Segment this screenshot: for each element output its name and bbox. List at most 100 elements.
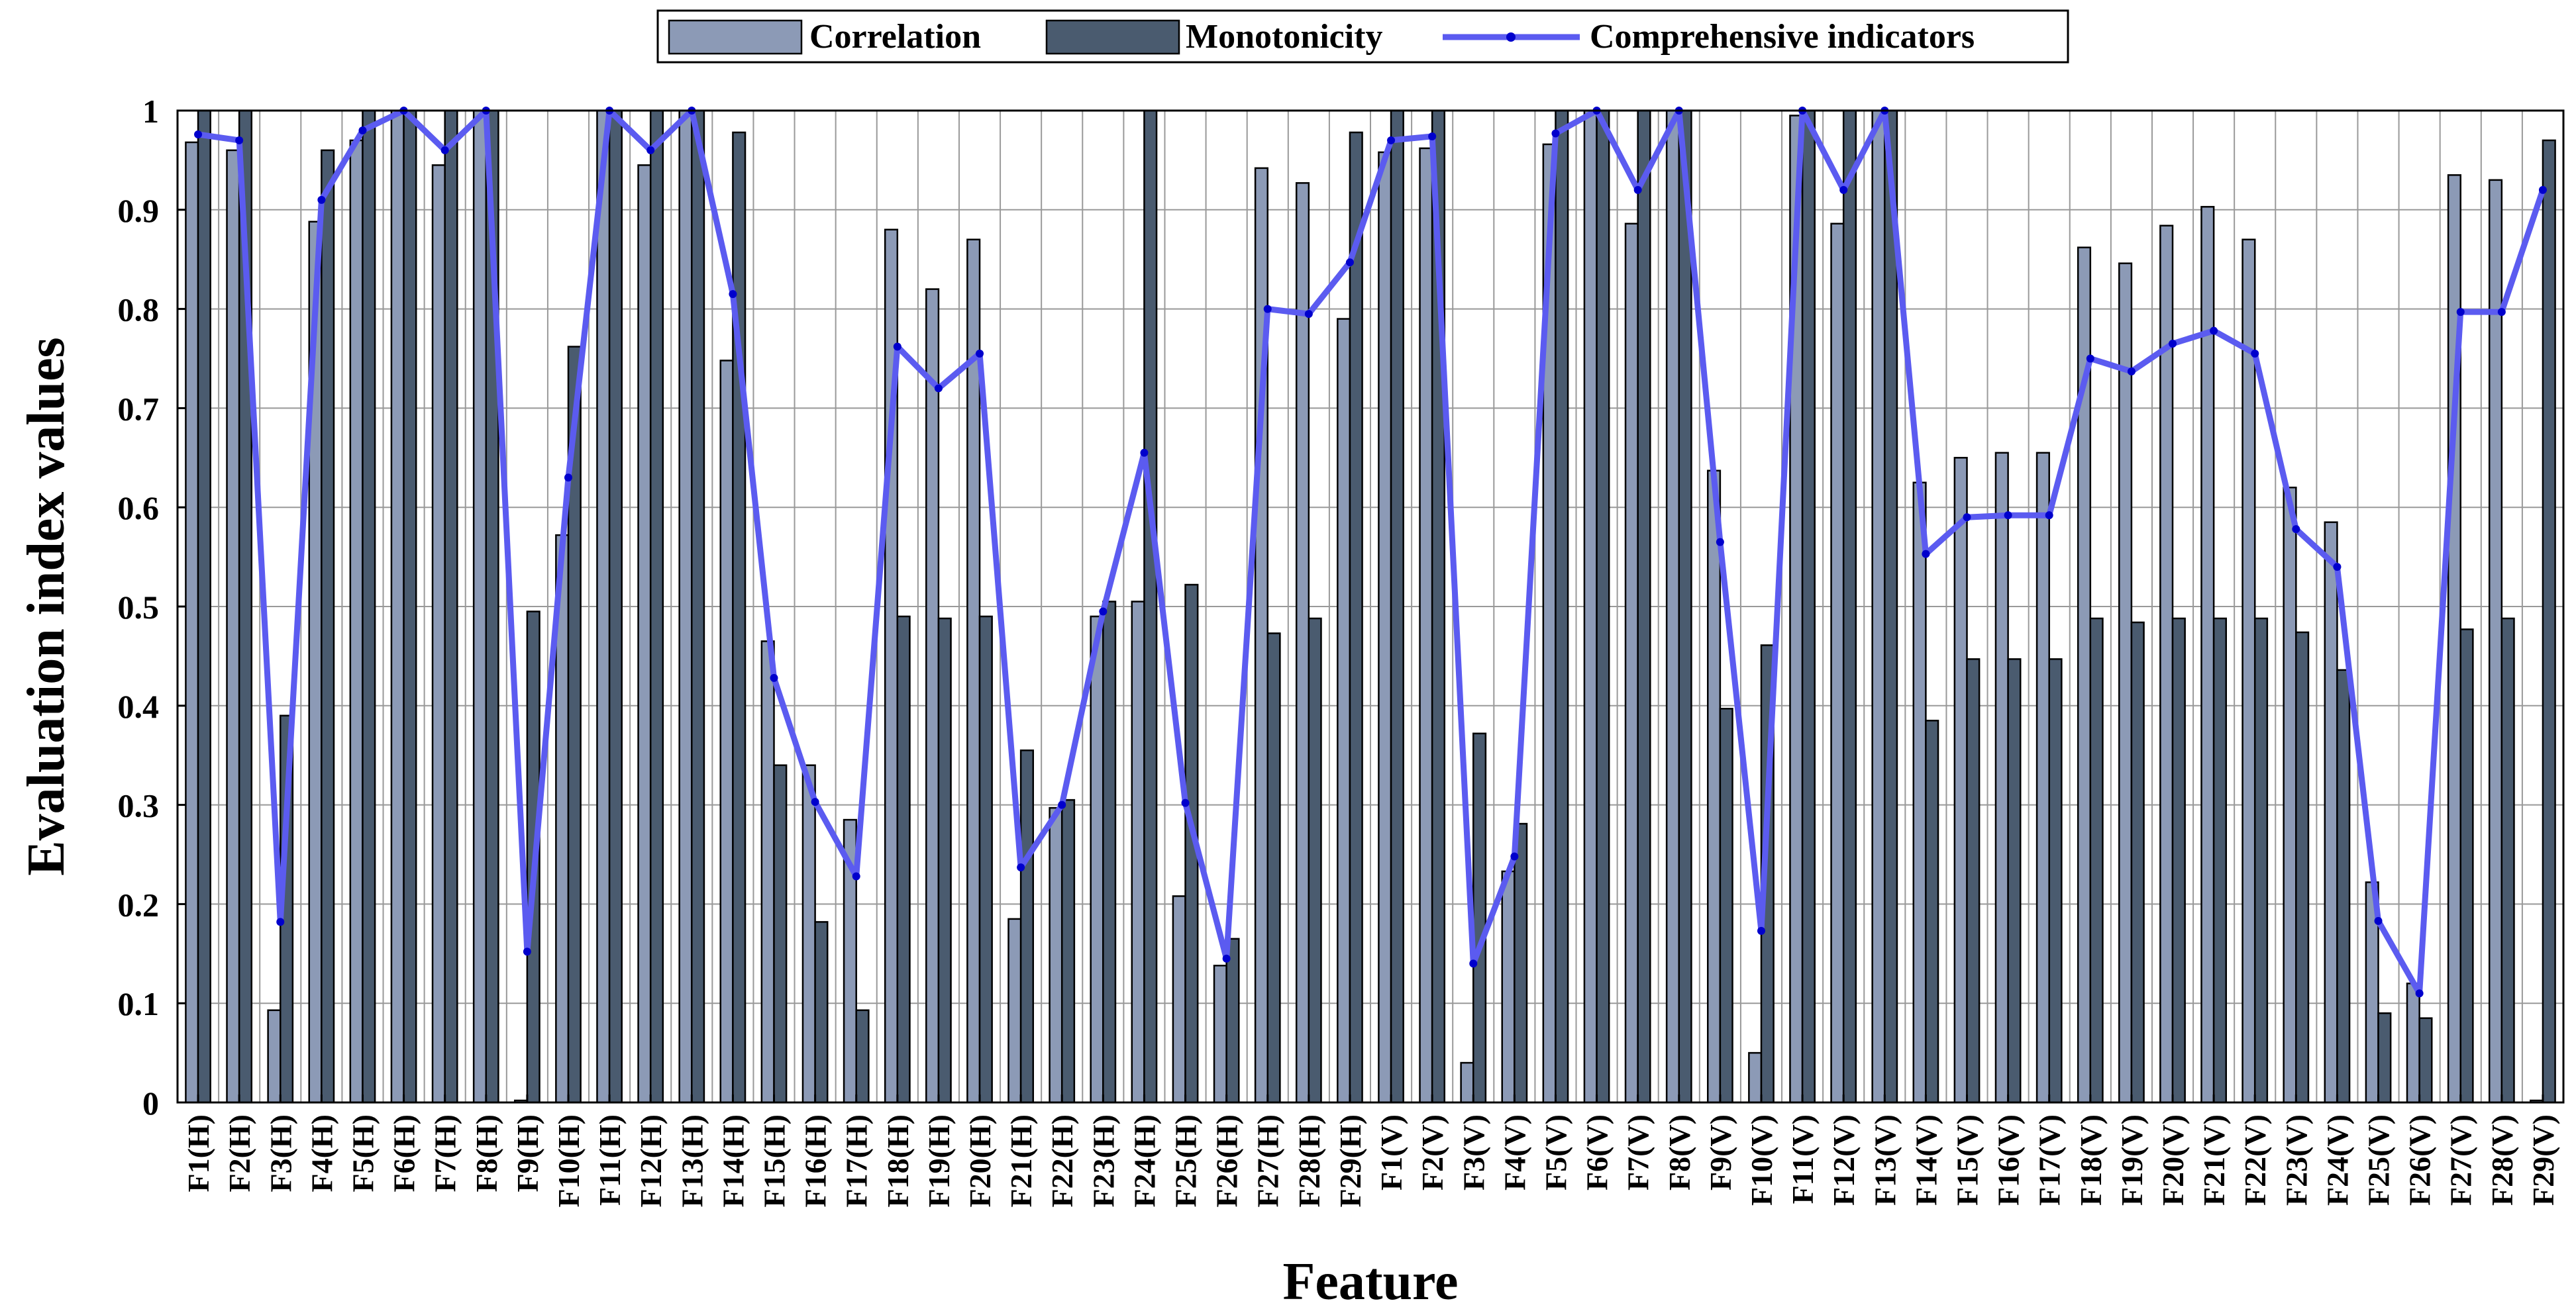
- legend: Correlation Monotonicity Comprehensive ind…: [656, 9, 2069, 64]
- x-tick-label: F26(V): [2403, 1114, 2437, 1206]
- x-tick-label: F10(H): [552, 1114, 586, 1208]
- comprehensive-point: [2456, 308, 2465, 317]
- bar-monotonicity: [1884, 109, 1898, 1104]
- bar-monotonicity: [1514, 822, 1528, 1104]
- x-tick-label: F11(H): [593, 1114, 627, 1206]
- bar-monotonicity: [2171, 617, 2186, 1104]
- x-tick-label: F3(H): [264, 1114, 297, 1193]
- comprehensive-point: [235, 136, 244, 144]
- x-tick-label: F28(V): [2485, 1114, 2519, 1206]
- legend-swatch-monotonicity: [1045, 19, 1180, 55]
- bar-monotonicity: [773, 764, 788, 1104]
- bar-correlation: [1748, 1051, 1763, 1104]
- bar-correlation: [1624, 222, 1639, 1104]
- bar-correlation: [1295, 182, 1310, 1104]
- x-tick-label: F8(V): [1663, 1114, 1696, 1191]
- bar-monotonicity: [2253, 617, 2269, 1104]
- comprehensive-point: [2497, 308, 2506, 317]
- bar-correlation: [390, 109, 405, 1104]
- bar-correlation: [1460, 1061, 1474, 1104]
- x-tick-label: F1(H): [181, 1114, 215, 1193]
- comprehensive-point: [317, 195, 326, 204]
- bar-monotonicity: [2295, 631, 2310, 1104]
- bar-monotonicity: [937, 617, 952, 1104]
- x-tick-label: F19(H): [922, 1114, 956, 1208]
- comprehensive-point: [276, 918, 285, 926]
- comprehensive-point: [1922, 550, 1930, 558]
- y-tick-label: 0.3: [118, 787, 160, 824]
- comprehensive-point: [2210, 326, 2218, 335]
- comprehensive-point: [358, 126, 367, 134]
- bar-correlation: [349, 139, 364, 1104]
- comprehensive-point: [1963, 513, 1971, 522]
- x-tick-label: F5(V): [1539, 1114, 1573, 1191]
- x-tick-label: F9(H): [511, 1114, 544, 1193]
- bar-monotonicity: [1349, 131, 1363, 1104]
- comprehensive-point: [2127, 367, 2136, 375]
- bar-correlation: [1830, 222, 1845, 1104]
- legend-label-correlation: Correlation: [809, 18, 981, 56]
- x-tick-label: F12(H): [634, 1114, 668, 1208]
- bar-monotonicity: [1966, 658, 1981, 1104]
- y-tick-label: 0.6: [118, 489, 160, 526]
- x-tick-label: F14(V): [1909, 1114, 1943, 1206]
- bar-correlation: [185, 141, 199, 1104]
- bar-monotonicity: [608, 109, 623, 1104]
- comprehensive-point: [1510, 852, 1519, 861]
- x-tick-label: F25(H): [1169, 1114, 1203, 1208]
- bar-correlation: [760, 640, 775, 1104]
- bar-correlation: [431, 164, 446, 1104]
- bar-monotonicity: [2336, 669, 2351, 1104]
- comprehensive-point: [564, 473, 572, 482]
- comprehensive-point: [893, 342, 902, 351]
- bar-correlation: [925, 288, 940, 1104]
- x-tick-label: F6(V): [1580, 1114, 1614, 1191]
- comprehensive-point: [1304, 310, 1313, 318]
- x-tick-label: F1(V): [1374, 1114, 1408, 1191]
- y-tick-label: 0.7: [118, 390, 160, 427]
- bar-correlation: [2406, 982, 2420, 1104]
- bar-monotonicity: [197, 109, 211, 1104]
- bar-monotonicity: [1678, 109, 1692, 1104]
- x-tick-label: F20(V): [2156, 1114, 2190, 1206]
- comprehensive-point: [1181, 799, 1190, 807]
- comprehensive-line: [194, 107, 2547, 998]
- bar-monotonicity: [362, 109, 376, 1104]
- x-tick-label: F25(V): [2362, 1114, 2396, 1206]
- bar-monotonicity: [2007, 658, 2022, 1104]
- comprehensive-point: [2292, 525, 2300, 534]
- bar-correlation: [1213, 965, 1227, 1104]
- comprehensive-point: [2251, 350, 2259, 358]
- comprehensive-point: [440, 146, 449, 154]
- bar-monotonicity: [691, 109, 705, 1104]
- x-tick-label: F15(V): [1951, 1114, 1984, 1206]
- comprehensive-point: [1058, 801, 1066, 809]
- bar-monotonicity: [1225, 938, 1240, 1104]
- x-tick-label: F9(V): [1704, 1114, 1737, 1191]
- x-tick-label: F16(V): [1992, 1114, 2026, 1206]
- x-tick-label: F24(H): [1127, 1114, 1161, 1208]
- bar-monotonicity: [1019, 749, 1035, 1104]
- comprehensive-point: [194, 130, 203, 138]
- bar-monotonicity: [1308, 617, 1322, 1104]
- x-tick-label: F13(H): [675, 1114, 709, 1208]
- bar-monotonicity: [2377, 1012, 2392, 1104]
- y-tick-label: 0.9: [118, 192, 160, 229]
- comprehensive-point: [646, 146, 655, 154]
- x-tick-label: F20(H): [963, 1114, 997, 1208]
- bar-correlation: [1871, 109, 1886, 1104]
- bar-correlation: [966, 238, 981, 1104]
- x-tick-label: F26(H): [1210, 1114, 1244, 1208]
- bar-monotonicity: [2500, 617, 2515, 1104]
- bar-correlation: [472, 109, 488, 1104]
- y-tick-label: 1: [142, 93, 159, 130]
- comprehensive-point: [2086, 354, 2094, 363]
- bar-correlation: [1583, 109, 1598, 1104]
- y-tick-label: 0.1: [118, 985, 160, 1022]
- bar-correlation: [2035, 452, 2050, 1104]
- legend-box: [656, 9, 2069, 64]
- bar-correlation: [1994, 452, 2009, 1104]
- comprehensive-point: [1551, 129, 1560, 138]
- bar-monotonicity: [978, 615, 993, 1104]
